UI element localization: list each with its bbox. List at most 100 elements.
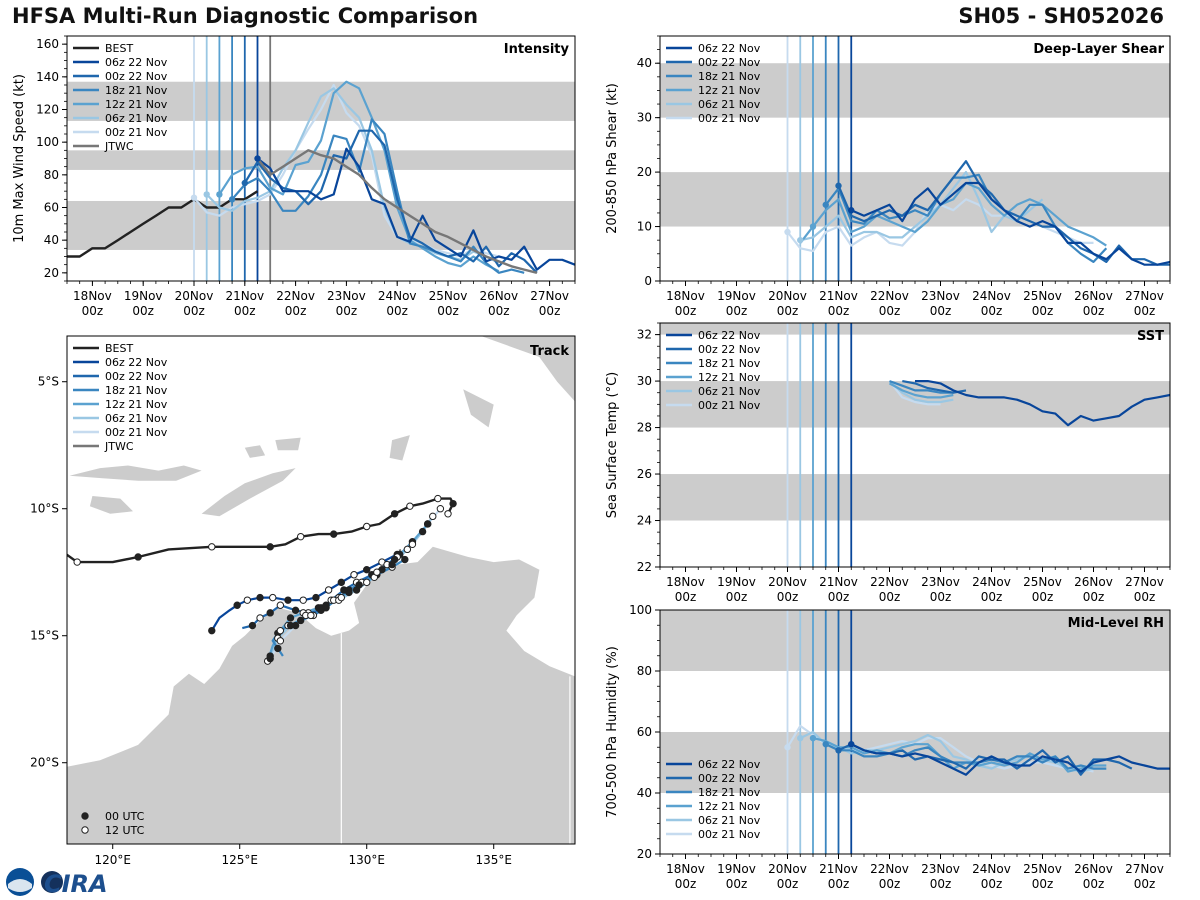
run-track-point: [291, 606, 300, 615]
y-tick-label: 0: [644, 274, 652, 288]
legend-label: BEST: [105, 42, 133, 55]
best-track-series: [67, 190, 259, 258]
x-tick-sublabel: 00z: [828, 877, 850, 891]
run-track-point: [256, 614, 264, 622]
run-init-point: [254, 155, 261, 162]
run-track-point: [337, 593, 346, 602]
legend-label: 18z 21 Nov: [105, 384, 168, 397]
lon-tick-label: 135°E: [475, 853, 512, 867]
run-track-point: [233, 601, 241, 609]
legend-label: 12z 21 Nov: [698, 800, 761, 813]
best-track-point: [449, 499, 457, 508]
x-tick-sublabel: 00z: [930, 877, 952, 891]
legend-label: JTWC: [104, 140, 134, 153]
y-tick-label: 22: [637, 560, 652, 574]
y-axis-label: 700-500 hPa Humidity (%): [605, 646, 620, 818]
panel-title: SST: [1137, 329, 1164, 344]
x-tick-sublabel: 00z: [675, 304, 697, 318]
lon-tick-label: 125°E: [221, 853, 258, 867]
legend-label: 00z 21 Nov: [105, 426, 168, 439]
run-init-point: [784, 228, 791, 236]
run-track-point: [418, 527, 427, 536]
x-tick-label: 23Nov: [921, 289, 960, 303]
legend-label: 06z 22 Nov: [105, 356, 168, 369]
run-track-point: [266, 654, 274, 663]
x-tick-sublabel: 00z: [1083, 304, 1105, 318]
x-tick-sublabel: 00z: [981, 304, 1003, 318]
run-series-4: [800, 171, 1044, 242]
x-tick-label: 20Nov: [768, 575, 807, 589]
run-track-point: [291, 621, 300, 630]
run-track-point: [403, 545, 412, 554]
x-tick-label: 25Nov: [1023, 575, 1062, 589]
best-track-path: [67, 497, 455, 564]
legend-label: 18z 21 Nov: [698, 70, 761, 83]
threshold-band: [660, 381, 1170, 428]
x-tick-sublabel: 00z: [539, 304, 561, 318]
lat-tick-label: 15°S: [30, 629, 59, 643]
y-tick-label: 10: [637, 220, 652, 234]
y-tick-label: 28: [637, 421, 652, 435]
legend-label: 06z 22 Nov: [698, 42, 761, 55]
run-init-point: [797, 236, 804, 244]
run-init-point: [809, 734, 817, 742]
x-tick-label: 20Nov: [768, 862, 807, 876]
x-tick-sublabel: 00z: [777, 877, 799, 891]
y-tick-label: 20: [44, 266, 59, 280]
best-track-point: [444, 510, 452, 518]
run-init-point: [190, 194, 198, 201]
run-track-point: [401, 555, 409, 564]
run-init-point: [822, 741, 829, 748]
legend-label: 00z 22 Nov: [105, 370, 168, 383]
island-landmass: [389, 435, 410, 461]
best-track-point: [134, 553, 142, 561]
panel-track: 120°E 125°E 130°E 135°E 5°S 10°S 15°S 20°S Track…: [30, 335, 576, 867]
legend-label: 06z 21 Nov: [105, 112, 168, 125]
best-track-point: [363, 522, 371, 531]
run-track-point: [373, 568, 381, 576]
x-tick-sublabel: 00z: [828, 590, 850, 604]
x-tick-label: 22Nov: [276, 289, 315, 303]
lat-tick-label: 20°S: [30, 756, 59, 770]
x-tick-label: 26Nov: [1074, 289, 1113, 303]
threshold-band: [660, 323, 1170, 335]
run-track-point: [322, 601, 330, 609]
legend-label: 00z 22 Nov: [698, 772, 761, 785]
best-track-point: [208, 543, 216, 551]
globe-icon: [41, 871, 63, 893]
x-tick-sublabel: 00z: [777, 304, 799, 318]
x-tick-label: 27Nov: [530, 289, 569, 303]
x-tick-label: 27Nov: [1125, 862, 1164, 876]
x-tick-sublabel: 00z: [879, 877, 901, 891]
x-tick-label: 21Nov: [819, 289, 858, 303]
best-track-point: [406, 502, 414, 510]
x-tick-label: 19Nov: [124, 289, 163, 303]
panel-title: Track: [530, 344, 569, 359]
best-track-point: [434, 494, 442, 503]
plot-area: [660, 323, 1170, 567]
y-tick-label: 20: [637, 847, 652, 861]
x-tick-label: 19Nov: [717, 862, 756, 876]
x-tick-sublabel: 00z: [82, 304, 104, 318]
x-tick-sublabel: 00z: [1032, 304, 1054, 318]
legend-label: 00z 22 Nov: [698, 56, 761, 69]
run-track-point: [423, 520, 432, 528]
legend-label: 00z 22 Nov: [105, 70, 168, 83]
y-tick-label: 140: [36, 70, 59, 84]
panel-shear: 01020304018Nov00z19Nov00z20Nov00z21Nov00…: [605, 35, 1171, 318]
lat-tick-label: 5°S: [38, 375, 59, 389]
x-tick-sublabel: 00z: [437, 304, 459, 318]
cira-logo-text: CIRA: [44, 870, 108, 898]
run-init-point: [228, 196, 236, 203]
run-track-point: [276, 626, 285, 635]
x-tick-sublabel: 00z: [183, 304, 205, 318]
run-init-point: [203, 191, 210, 198]
run-track-point: [276, 637, 285, 645]
legend-label: JTWC: [104, 440, 134, 453]
run-track-point: [248, 621, 257, 630]
y-tick-label: 24: [637, 514, 652, 528]
y-axis-label: 10m Max Wind Speed (kt): [12, 74, 27, 243]
run-track-point: [345, 588, 353, 597]
island-landmass: [524, 336, 575, 402]
